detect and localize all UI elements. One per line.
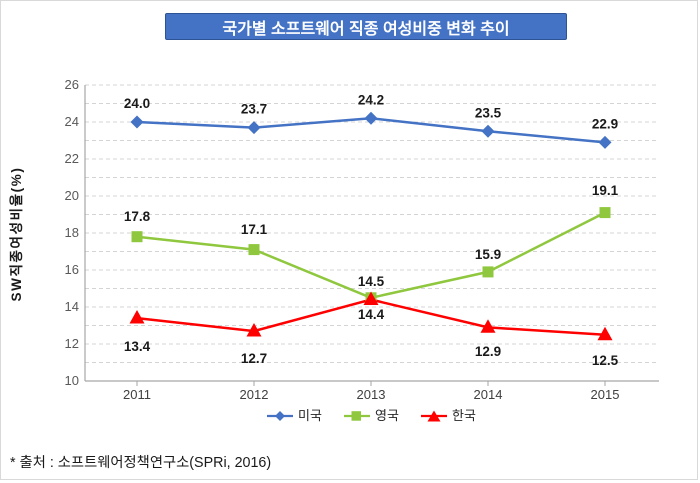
- svg-text:22: 22: [65, 151, 79, 166]
- svg-text:2012: 2012: [240, 387, 269, 402]
- svg-text:26: 26: [65, 77, 79, 92]
- svg-text:16: 16: [65, 262, 79, 277]
- svg-text:2013: 2013: [357, 387, 386, 402]
- svg-text:미국: 미국: [298, 408, 322, 423]
- svg-text:2011: 2011: [123, 387, 151, 402]
- svg-text:2015: 2015: [591, 387, 620, 402]
- svg-text:17.8: 17.8: [124, 209, 151, 224]
- svg-text:23.7: 23.7: [241, 102, 267, 117]
- svg-text:14: 14: [65, 299, 79, 314]
- svg-text:22.9: 22.9: [592, 117, 618, 132]
- svg-text:12: 12: [65, 336, 79, 351]
- svg-text:13.4: 13.4: [124, 339, 151, 354]
- svg-text:15.9: 15.9: [475, 247, 501, 262]
- svg-text:24.2: 24.2: [358, 93, 384, 108]
- svg-text:24: 24: [65, 114, 79, 129]
- svg-text:2014: 2014: [474, 387, 503, 402]
- svg-text:한국: 한국: [452, 408, 476, 423]
- svg-text:20: 20: [65, 188, 79, 203]
- svg-text:10: 10: [65, 373, 79, 388]
- svg-text:17.1: 17.1: [241, 222, 268, 237]
- svg-text:14.5: 14.5: [358, 274, 385, 289]
- svg-text:18: 18: [65, 225, 79, 240]
- svg-text:14.4: 14.4: [358, 307, 385, 322]
- svg-text:영국: 영국: [375, 408, 399, 423]
- svg-text:12.7: 12.7: [241, 351, 267, 366]
- svg-text:23.5: 23.5: [475, 106, 502, 121]
- svg-text:SW직종여성비율(%): SW직종여성비율(%): [8, 167, 24, 302]
- svg-text:24.0: 24.0: [124, 96, 150, 111]
- svg-text:12.5: 12.5: [592, 353, 619, 368]
- svg-text:19.1: 19.1: [592, 183, 619, 198]
- svg-text:12.9: 12.9: [475, 344, 501, 359]
